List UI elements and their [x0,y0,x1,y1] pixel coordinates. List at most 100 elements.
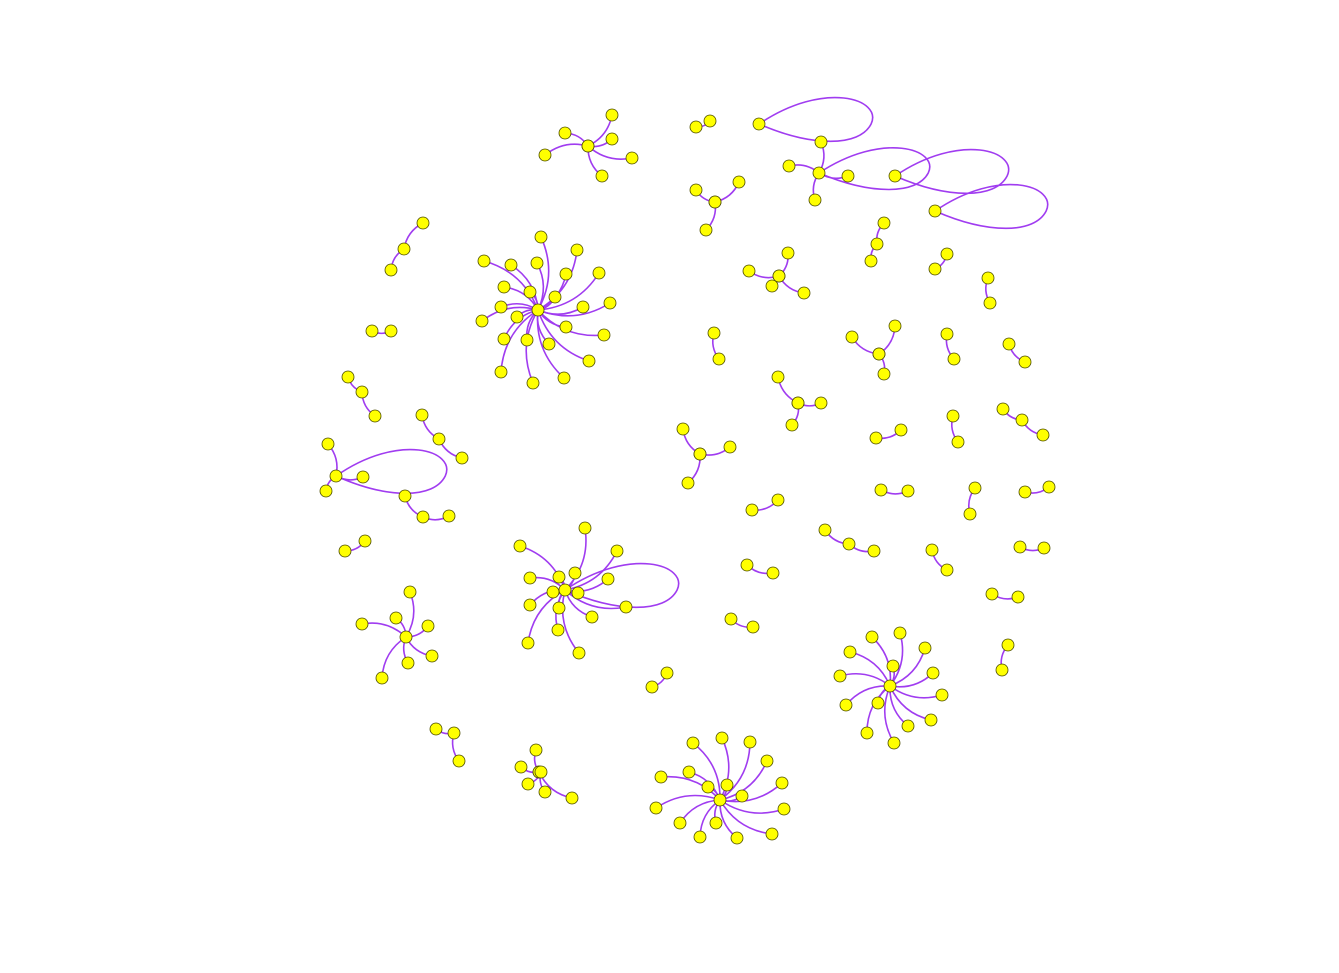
graph-node [870,237,884,251]
graph-node [693,830,707,844]
graph-node [760,754,774,768]
graph-node [649,801,663,815]
graph-node [926,666,940,680]
graph-node [839,698,853,712]
graph-node [523,598,537,612]
graph-node [877,367,891,381]
graph-node [703,114,717,128]
graph-node [321,437,335,451]
graph-node [925,543,939,557]
graph-node [610,544,624,558]
graph-node [538,785,552,799]
graph-edge [527,589,566,644]
graph-node [894,423,908,437]
graph-node [743,735,757,749]
graph-node [808,193,822,207]
graph-node [689,183,703,197]
graph-node [319,484,333,498]
graph-node [475,314,489,328]
graph-node [814,396,828,410]
graph-node [595,169,609,183]
graph-node [765,279,779,293]
graph-node [888,169,902,183]
graph-node [681,476,695,490]
graph-edge [544,143,589,156]
graph-node [356,470,370,484]
graph-node [693,447,707,461]
graph-node [901,484,915,498]
graph-node [329,469,343,483]
graph-node [625,151,639,165]
graph-node [1002,337,1016,351]
graph-node [531,303,545,317]
graph-edge [561,589,580,654]
graph-node [843,645,857,659]
graph-node [526,376,540,390]
graph-node [883,679,897,693]
graph-node [867,544,881,558]
graph-node [521,777,535,791]
graph-node [740,558,754,572]
graph-node [582,354,596,368]
graph-node [421,619,435,633]
graph-edge [889,685,932,721]
graph-node [523,571,537,585]
graph-node [864,254,878,268]
graph-node [1037,541,1051,555]
graph-node [497,332,511,346]
graph-node [869,431,883,445]
graph-node [715,731,729,745]
graph-node [603,296,617,310]
graph-edge [405,591,415,638]
graph-node [597,328,611,342]
graph-node [752,117,766,131]
graph-node [893,626,907,640]
graph-node [730,831,744,845]
graph-node [368,409,382,423]
graph-node [660,666,674,680]
graph-node [571,586,585,600]
graph-node [981,271,995,285]
graph-node [572,646,586,660]
graph-node [842,537,856,551]
graph-node [746,620,760,634]
self-loop-edge [758,96,874,143]
graph-node [1018,485,1032,499]
graph-node [791,396,805,410]
graph-edge [500,309,539,373]
graph-node [771,493,785,507]
graph-node [592,266,606,280]
node-layer [319,108,1056,845]
graph-node [1001,638,1015,652]
graph-node [689,120,703,134]
graph-edge [587,145,633,160]
graph-node [538,148,552,162]
graph-node [513,539,527,553]
graph-node [886,659,900,673]
graph-node [654,770,668,784]
graph-node [940,247,954,261]
graph-node [901,719,915,733]
graph-node [585,610,599,624]
graph-node [713,793,727,807]
graph-node [358,534,372,548]
graph-node [552,601,566,615]
graph-node [985,587,999,601]
graph-node [341,370,355,384]
graph-node [578,521,592,535]
graph-node [447,726,461,740]
graph-edge [564,589,627,610]
graph-node [781,246,795,260]
self-loop-edge [934,183,1049,230]
graph-edge [483,260,539,311]
graph-edge [871,636,892,687]
graph-node [520,333,534,347]
graph-node [765,827,779,841]
graph-node [872,347,886,361]
graph-node [818,523,832,537]
graph-node [355,385,369,399]
graph-node [546,585,560,599]
graph-node [416,510,430,524]
graph-node [735,789,749,803]
